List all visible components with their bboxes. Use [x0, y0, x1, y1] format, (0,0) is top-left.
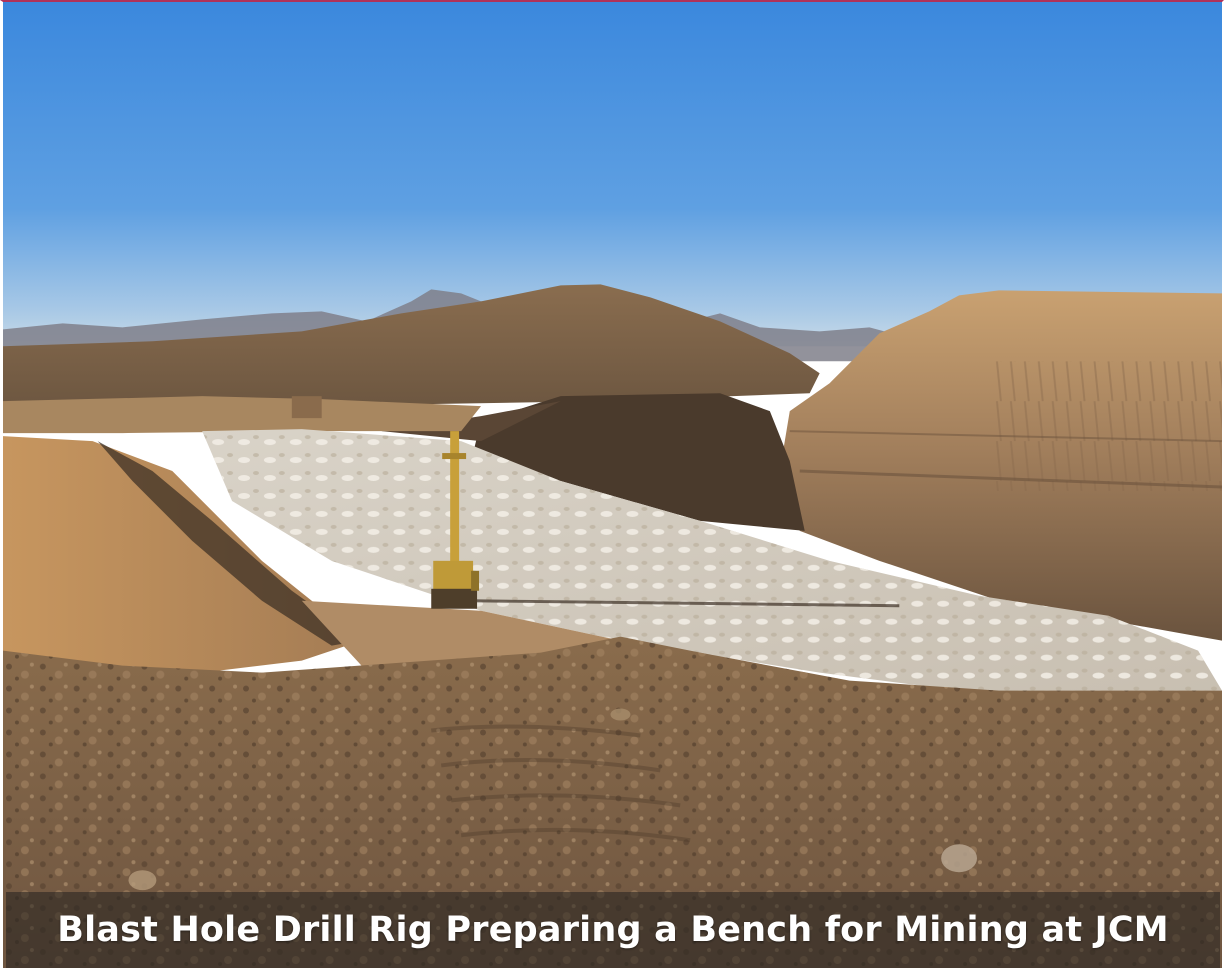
- drill-rig: [431, 431, 480, 609]
- mine-landscape-image: [3, 2, 1222, 968]
- caption-band: Blast Hole Drill Rig Preparing a Bench f…: [6, 892, 1220, 968]
- photo-caption: Blast Hole Drill Rig Preparing a Bench f…: [57, 910, 1169, 950]
